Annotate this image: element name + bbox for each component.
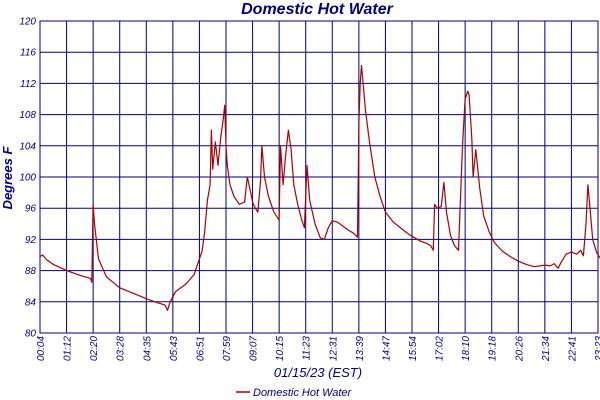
y-axis-label: Degrees F — [0, 146, 15, 210]
x-tick-label: 15:54 — [408, 336, 419, 361]
series-line-domestic-hot-water — [39, 64, 600, 311]
x-tick-label: 20:26 — [514, 336, 525, 362]
y-tick-label: 96 — [25, 204, 37, 215]
y-tick-label: 92 — [25, 235, 37, 246]
x-tick-label: 12:31 — [328, 336, 339, 361]
x-tick-label: 22:41 — [567, 336, 578, 362]
x-tick-label: 01:12 — [63, 336, 74, 361]
x-tick-label: 06:51 — [195, 336, 206, 361]
x-tick-label: 07:59 — [222, 336, 233, 361]
y-tick-label: 80 — [25, 329, 37, 340]
y-tick-label: 108 — [19, 110, 36, 121]
chart-title: Domestic Hot Water — [241, 1, 394, 18]
y-tick-label: 116 — [20, 48, 36, 59]
x-tick-label: 17:02 — [435, 336, 446, 361]
y-tick-label: 84 — [25, 297, 37, 308]
x-tick-label: 03:28 — [116, 336, 127, 361]
x-tick-label: 00:04 — [36, 336, 47, 361]
legend-label: Domestic Hot Water — [253, 387, 353, 399]
legend: Domestic Hot Water — [236, 387, 353, 399]
x-tick-label: 10:15 — [275, 336, 286, 361]
y-tick-label: 120 — [19, 17, 36, 28]
x-tick-label: 09:07 — [249, 336, 260, 361]
x-tick-label: 23:23 — [594, 336, 600, 362]
x-tick-label: 19:18 — [488, 336, 499, 361]
x-tick-label: 11:23 — [302, 336, 313, 361]
y-tick-label: 88 — [25, 266, 37, 277]
x-tick-label: 05:43 — [169, 336, 180, 361]
x-axis-label: 01/15/23 (EST) — [274, 365, 362, 380]
x-tick-label: 02:20 — [89, 336, 100, 361]
y-tick-label: 100 — [19, 173, 36, 184]
y-tick-label: 104 — [19, 141, 36, 152]
x-tick-label: 21:34 — [541, 336, 552, 362]
series-layer — [39, 64, 600, 311]
x-tick-label: 18:10 — [461, 336, 472, 361]
x-tick-labels: 00:04 01:12 02:20 03:28 04:35 05:43 06:51 07:59… — [36, 336, 600, 362]
x-tick-label: 04:35 — [142, 336, 153, 361]
y-tick-labels: 80 84 88 92 96 100 104 108 112 116 120 — [19, 17, 36, 340]
grid — [39, 20, 599, 334]
x-tick-label: 13:39 — [355, 336, 366, 361]
x-tick-label: 14:47 — [381, 336, 392, 361]
y-tick-label: 112 — [20, 79, 36, 90]
